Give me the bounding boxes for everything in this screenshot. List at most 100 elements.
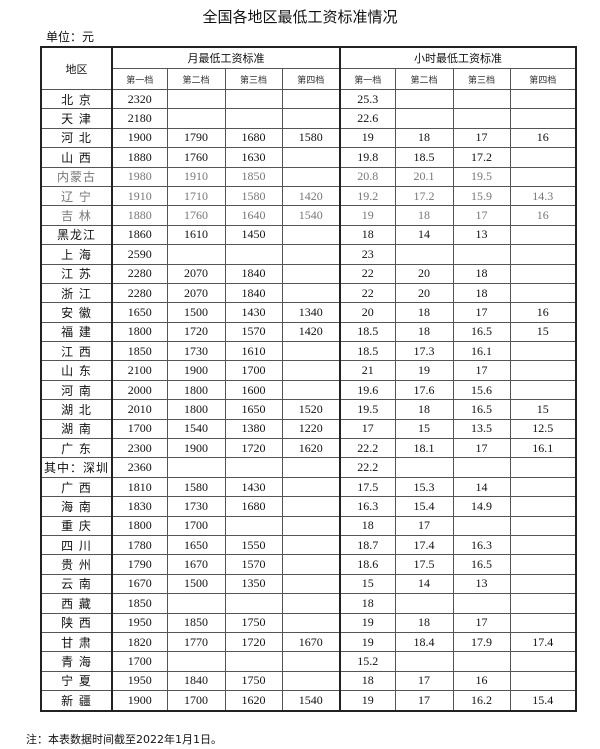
table-row: 河 北 1900 1790 1680 1580 19 18 17 16 bbox=[40, 127, 577, 149]
monthly-tier-1-cell: 1880 bbox=[111, 147, 168, 168]
hourly-tier-4-cell bbox=[509, 476, 577, 498]
monthly-tier-4-cell: 1580 bbox=[281, 127, 341, 149]
monthly-tier-3-cell: 1600 bbox=[224, 379, 283, 401]
hourly-tier-1-cell: 20.8 bbox=[339, 166, 396, 187]
monthly-tier-3-cell: 1570 bbox=[224, 321, 283, 343]
hourly-tier-2-cell: 18.4 bbox=[394, 631, 454, 653]
hourly-tier-1-cell: 19.5 bbox=[339, 399, 396, 420]
monthly-tier-3-cell: 1750 bbox=[224, 612, 283, 633]
table-row: 青 海 1700 15.2 bbox=[40, 651, 577, 672]
hourly-tier-3-cell: 16 bbox=[452, 670, 511, 692]
hourly-tier-3-cell bbox=[452, 651, 511, 672]
monthly-tier-4-cell: 1420 bbox=[281, 185, 341, 207]
region-cell: 新 疆 bbox=[40, 690, 113, 711]
hourly-tier-2-cell: 17 bbox=[394, 515, 454, 536]
footnote: 注：本表数据时间截至2022年1月1日。 bbox=[26, 733, 222, 746]
hourly-tier-1-cell: 18.5 bbox=[339, 341, 396, 362]
hourly-tier-3-cell: 19.5 bbox=[452, 166, 511, 187]
monthly-tier-4-cell bbox=[281, 573, 341, 595]
region-cell: 云 南 bbox=[40, 573, 113, 595]
hourly-tier-1-cell: 18.6 bbox=[339, 554, 396, 575]
monthly-tier-4-cell bbox=[281, 224, 341, 246]
hourly-tier-3-cell: 17 bbox=[452, 302, 511, 323]
monthly-tier-4-cell: 1540 bbox=[281, 205, 341, 226]
hourly-tier-4-cell bbox=[509, 282, 577, 304]
hourly-tier-2-cell bbox=[394, 593, 454, 614]
region-cell: 内蒙古 bbox=[40, 166, 113, 187]
table-row: 甘 肃 1820 1770 1720 1670 19 18.4 17.9 17.4 bbox=[40, 631, 577, 653]
hourly-tier-2-cell: 18 bbox=[394, 205, 454, 226]
monthly-tier-4-cell: 1620 bbox=[281, 438, 341, 459]
hourly-tier-2-cell: 17.5 bbox=[394, 554, 454, 575]
table-row: 天 津 2180 22.6 bbox=[40, 108, 577, 129]
monthly-tier-4-cell bbox=[281, 496, 341, 517]
hourly-tier-2-cell bbox=[394, 651, 454, 672]
monthly-tier-3-cell bbox=[224, 515, 283, 536]
region-cell: 天 津 bbox=[40, 108, 113, 129]
monthly-tier-3-cell: 1350 bbox=[224, 573, 283, 595]
hourly-tier-2-cell: 15 bbox=[394, 418, 454, 440]
hourly-tier-1-cell: 25.3 bbox=[339, 88, 396, 110]
table-row: 广 西 1810 1580 1430 17.5 15.3 14 bbox=[40, 476, 577, 498]
region-cell: 青 海 bbox=[40, 651, 113, 672]
hourly-tier-1-cell: 20 bbox=[339, 302, 396, 323]
header-hourly-tier-1: 第一档 bbox=[339, 68, 396, 90]
monthly-tier-4-cell: 1670 bbox=[281, 631, 341, 653]
table-row: 河 南 2000 1800 1600 19.6 17.6 15.6 bbox=[40, 379, 577, 401]
hourly-tier-4-cell: 16 bbox=[509, 302, 577, 323]
monthly-tier-3-cell: 1840 bbox=[224, 263, 283, 284]
monthly-tier-2-cell: 1770 bbox=[166, 631, 226, 653]
hourly-tier-1-cell: 15.2 bbox=[339, 651, 396, 672]
table-row: 四 川 1780 1650 1550 18.7 17.4 16.3 bbox=[40, 534, 577, 556]
table-row: 湖 南 1700 1540 1380 1220 17 15 13.5 12.5 bbox=[40, 418, 577, 440]
region-cell: 陕 西 bbox=[40, 612, 113, 633]
monthly-tier-3-cell: 1680 bbox=[224, 496, 283, 517]
monthly-tier-4-cell: 1420 bbox=[281, 321, 341, 343]
monthly-tier-2-cell: 2070 bbox=[166, 263, 226, 284]
monthly-tier-4-cell bbox=[281, 670, 341, 692]
hourly-tier-1-cell: 22.2 bbox=[339, 438, 396, 459]
monthly-tier-4-cell bbox=[281, 593, 341, 614]
monthly-tier-4-cell: 1340 bbox=[281, 302, 341, 323]
monthly-tier-3-cell: 1580 bbox=[224, 185, 283, 207]
monthly-tier-1-cell: 2000 bbox=[111, 379, 168, 401]
hourly-tier-1-cell: 19.8 bbox=[339, 147, 396, 168]
hourly-tier-2-cell: 17 bbox=[394, 670, 454, 692]
hourly-tier-1-cell: 21 bbox=[339, 360, 396, 381]
region-cell: 山 西 bbox=[40, 147, 113, 168]
region-cell: 甘 肃 bbox=[40, 631, 113, 653]
region-cell: 广 西 bbox=[40, 476, 113, 498]
monthly-tier-3-cell: 1630 bbox=[224, 147, 283, 168]
hourly-tier-2-cell: 17.3 bbox=[394, 341, 454, 362]
table-row: 宁 夏 1950 1840 1750 18 17 16 bbox=[40, 670, 577, 692]
monthly-tier-2-cell: 1760 bbox=[166, 205, 226, 226]
hourly-tier-1-cell: 22.6 bbox=[339, 108, 396, 129]
region-cell: 湖 南 bbox=[40, 418, 113, 440]
hourly-tier-4-cell bbox=[509, 224, 577, 246]
monthly-tier-4-cell: 1540 bbox=[281, 690, 341, 711]
region-cell: 上 海 bbox=[40, 244, 113, 265]
monthly-tier-1-cell: 1800 bbox=[111, 515, 168, 536]
monthly-tier-1-cell: 1830 bbox=[111, 496, 168, 517]
table-row: 西 藏 1850 18 bbox=[40, 593, 577, 614]
hourly-tier-1-cell: 17.5 bbox=[339, 476, 396, 498]
monthly-tier-1-cell: 2180 bbox=[111, 108, 168, 129]
hourly-tier-1-cell: 18.5 bbox=[339, 321, 396, 343]
table-row: 湖 北 2010 1800 1650 1520 19.5 18 16.5 15 bbox=[40, 399, 577, 420]
hourly-tier-4-cell bbox=[509, 166, 577, 187]
hourly-tier-3-cell bbox=[452, 457, 511, 478]
header-monthly-tier-1: 第一档 bbox=[111, 68, 168, 90]
hourly-tier-4-cell bbox=[509, 379, 577, 401]
region-cell: 北 京 bbox=[40, 88, 113, 110]
hourly-tier-4-cell bbox=[509, 534, 577, 556]
monthly-tier-1-cell: 2320 bbox=[111, 88, 168, 110]
hourly-tier-1-cell: 22.2 bbox=[339, 457, 396, 478]
monthly-tier-3-cell bbox=[224, 108, 283, 129]
monthly-tier-3-cell: 1680 bbox=[224, 127, 283, 149]
hourly-tier-1-cell: 19 bbox=[339, 205, 396, 226]
hourly-tier-3-cell: 17 bbox=[452, 438, 511, 459]
hourly-tier-2-cell: 18.5 bbox=[394, 147, 454, 168]
hourly-tier-2-cell bbox=[394, 108, 454, 129]
hourly-tier-2-cell: 20 bbox=[394, 263, 454, 284]
monthly-tier-2-cell: 1670 bbox=[166, 554, 226, 575]
